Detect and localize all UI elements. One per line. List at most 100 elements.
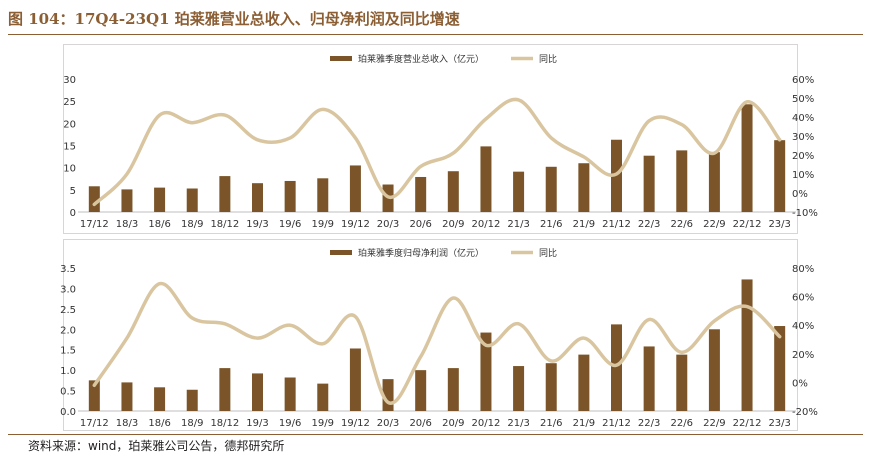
bar [186, 188, 198, 212]
category-label: 17/12 [80, 219, 109, 230]
category-label: 21/12 [602, 418, 631, 429]
category-label: 22/9 [703, 219, 725, 230]
bar [382, 379, 394, 411]
bar [415, 370, 427, 411]
bar [480, 332, 492, 411]
legend-line-label: 同比 [539, 53, 557, 65]
bar [121, 382, 133, 411]
category-label: 19/6 [279, 418, 301, 429]
right-axis-tick-label: 20% [792, 151, 814, 162]
category-label: 20/9 [442, 418, 464, 429]
bar [513, 171, 525, 212]
figure-title: 图 104：17Q4-23Q1 珀莱雅营业总收入、归母净利润及同比增速 [8, 10, 460, 28]
category-label: 18/12 [210, 418, 239, 429]
bar [317, 383, 329, 411]
title-divider [8, 34, 863, 35]
category-label: 23/3 [768, 219, 790, 230]
right-axis-tick-label: 40% [792, 113, 814, 124]
bar [252, 373, 263, 411]
bar [252, 183, 263, 212]
category-label: 19/9 [312, 418, 334, 429]
profit-chart-panel [63, 239, 798, 431]
category-label: 20/6 [409, 418, 431, 429]
bar [578, 354, 590, 411]
category-label: 21/3 [507, 219, 529, 230]
category-label: 21/9 [573, 418, 595, 429]
bar [219, 176, 231, 212]
bar [643, 346, 655, 411]
bar [774, 140, 786, 212]
legend-bar-swatch [330, 56, 352, 61]
category-label: 21/3 [507, 418, 529, 429]
yoy-growth-line [92, 97, 782, 207]
category-label: 19/12 [341, 219, 370, 230]
bar [284, 180, 296, 212]
category-label: 20/6 [409, 219, 431, 230]
category-label: 19/3 [246, 418, 268, 429]
category-label: 18/6 [148, 418, 170, 429]
right-axis-tick-label: 0% [792, 189, 808, 200]
left-axis-tick-label: 30 [63, 75, 76, 86]
bar [447, 171, 459, 212]
bar [578, 163, 590, 212]
left-axis-tick-label: 1.0 [60, 366, 76, 377]
category-label: 20/3 [377, 219, 399, 230]
left-axis-tick-label: 3.5 [60, 264, 76, 275]
bar [186, 389, 198, 411]
right-axis-tick-label: -20% [792, 407, 818, 418]
category-label: 20/12 [472, 219, 501, 230]
category-label: 21/6 [540, 219, 562, 230]
bar [676, 150, 688, 212]
left-axis-tick-label: 3.0 [60, 284, 76, 295]
source-divider [8, 434, 863, 435]
right-axis-tick-label: 50% [792, 94, 814, 105]
category-label: 23/3 [768, 418, 790, 429]
bar [708, 329, 720, 411]
left-axis-tick-label: 10 [63, 164, 76, 175]
bar [219, 368, 231, 411]
right-axis-tick-label: 10% [792, 170, 814, 181]
category-label: 22/3 [638, 418, 660, 429]
right-axis-tick-label: 60% [792, 75, 814, 86]
category-label: 18/12 [210, 219, 239, 230]
left-axis-tick-label: 0 [70, 208, 76, 219]
bar [708, 152, 720, 212]
category-label: 18/3 [116, 418, 138, 429]
bar [349, 348, 361, 411]
right-axis-tick-label: 60% [792, 293, 814, 304]
category-label: 19/3 [246, 219, 268, 230]
source-note: 资料来源：wind，珀莱雅公司公告，德邦研究所 [28, 439, 285, 453]
category-label: 22/12 [733, 219, 762, 230]
bar [643, 155, 655, 212]
category-label: 22/12 [733, 418, 762, 429]
category-label: 22/9 [703, 418, 725, 429]
legend-bar-label: 珀莱雅季度营业总收入（亿元） [358, 53, 484, 65]
bar [447, 368, 459, 411]
bar [121, 189, 133, 212]
left-axis-tick-label: 25 [63, 97, 76, 108]
right-axis-tick-label: 80% [792, 264, 814, 275]
bar [545, 166, 557, 212]
category-label: 20/12 [472, 418, 501, 429]
category-label: 18/9 [181, 219, 203, 230]
yoy-growth-line [92, 281, 782, 405]
category-label: 22/3 [638, 219, 660, 230]
category-label: 19/6 [279, 219, 301, 230]
category-label: 18/6 [148, 219, 170, 230]
category-label: 21/12 [602, 219, 631, 230]
category-label: 20/9 [442, 219, 464, 230]
left-axis-tick-label: 0.5 [60, 387, 76, 398]
category-label: 20/3 [377, 418, 399, 429]
left-axis-tick-label: 2.5 [60, 305, 76, 316]
legend-line-label: 同比 [539, 247, 557, 259]
left-axis-tick-label: 15 [63, 142, 76, 153]
bar [415, 176, 427, 212]
legend-bar-label: 珀莱雅季度归母净利润（亿元） [358, 247, 484, 259]
right-axis-tick-label: -10% [792, 208, 818, 219]
bar [349, 165, 361, 212]
bar [154, 387, 166, 411]
category-label: 21/9 [573, 219, 595, 230]
bar [741, 104, 753, 212]
left-axis-tick-label: 5 [70, 186, 76, 197]
bar [611, 324, 622, 411]
